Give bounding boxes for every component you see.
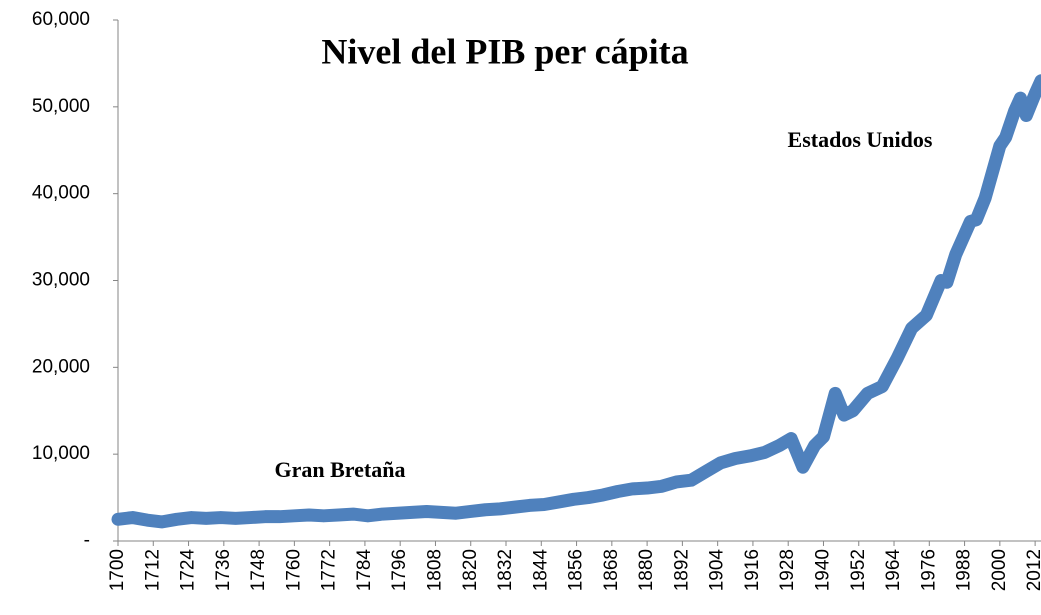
- y-tick-label: 60,000: [32, 9, 90, 30]
- x-tick-label: 1844: [530, 549, 551, 592]
- x-tick-label: 1880: [636, 549, 657, 591]
- x-tick-label: 1964: [883, 549, 904, 592]
- y-tick-label: 50,000: [32, 96, 90, 117]
- x-tick-label: 1868: [601, 549, 622, 591]
- x-tick-label: 2000: [989, 549, 1010, 591]
- x-tick-label: 1712: [142, 549, 163, 591]
- x-tick-label: 1772: [319, 549, 340, 591]
- x-tick-label: 1940: [812, 549, 833, 591]
- y-tick-label: 20,000: [32, 356, 90, 377]
- x-tick-label: 1904: [707, 549, 728, 592]
- y-tick-label: 40,000: [32, 183, 90, 204]
- annotation: Estados Unidos: [788, 127, 933, 152]
- x-tick-label: 1796: [389, 549, 410, 591]
- x-tick-label: 1820: [460, 549, 481, 591]
- x-tick-label: 1892: [671, 549, 692, 591]
- x-tick-label: 1808: [424, 549, 445, 591]
- x-tick-label: 1700: [107, 549, 128, 591]
- x-tick-label: 1748: [248, 549, 269, 591]
- data-line: [111, 74, 1041, 529]
- x-tick-label: 2012: [1024, 549, 1041, 591]
- y-tick-label: 30,000: [32, 270, 90, 291]
- x-tick-label: 1928: [777, 549, 798, 591]
- x-tick-label: 1736: [213, 549, 234, 591]
- x-tick-label: 1760: [283, 549, 304, 591]
- x-tick-label: 1988: [954, 549, 975, 591]
- y-tick-label: -: [84, 530, 90, 551]
- x-tick-label: 1832: [495, 549, 516, 591]
- y-tick-label: 10,000: [32, 443, 90, 464]
- chart-title: Nivel del PIB per cápita: [321, 31, 688, 71]
- x-tick-label: 1976: [918, 549, 939, 591]
- x-tick-label: 1856: [566, 549, 587, 591]
- annotation: Gran Bretaña: [275, 457, 406, 482]
- x-tick-label: 1724: [178, 549, 199, 592]
- x-tick-label: 1952: [848, 549, 869, 591]
- x-tick-label: 1916: [742, 549, 763, 591]
- x-tick-label: 1784: [354, 549, 375, 592]
